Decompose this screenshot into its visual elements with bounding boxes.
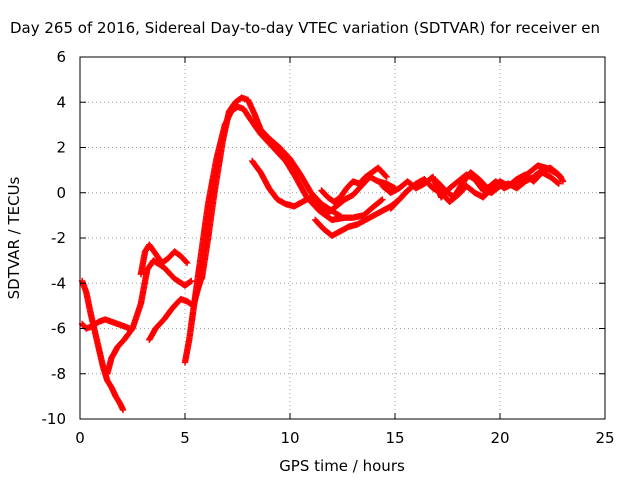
data-point: [557, 173, 565, 181]
series-track-b: [78, 316, 133, 332]
data-point: [555, 180, 562, 187]
x-tick-label: 0: [75, 429, 85, 447]
y-tick-label: -8: [51, 365, 66, 383]
y-tick-label: -6: [51, 320, 66, 338]
data-point: [383, 173, 390, 181]
x-tick-labels: 0 5 10 15 20 25: [75, 429, 614, 447]
series-track-m: [433, 162, 565, 201]
data-point: [183, 259, 191, 267]
y-tick-labels: -10 -8 -6 -4 -2 0 2 4 6: [42, 48, 67, 428]
series-track-k: [379, 164, 567, 201]
data-point: [382, 172, 389, 180]
grid: [80, 57, 605, 419]
series-track-l: [387, 169, 562, 212]
x-tick-label: 15: [385, 429, 404, 447]
series-track-j: [318, 164, 390, 205]
x-axis-label: GPS time / hours: [279, 457, 405, 475]
series-track-a: [78, 277, 127, 414]
y-axis-label: SDTVAR / TECUs: [5, 176, 23, 299]
y-tick-label: -2: [51, 229, 66, 247]
y-tick-label: -10: [42, 410, 67, 428]
series-track-c: [104, 257, 195, 377]
x-tick-label: 25: [595, 429, 614, 447]
series-track-h: [249, 157, 399, 217]
y-tick-label: 6: [56, 48, 66, 66]
series-track-d: [137, 241, 191, 278]
data-point: [119, 406, 127, 414]
data-point: [378, 197, 385, 204]
data-point: [554, 179, 561, 187]
x-tick-label: 20: [490, 429, 509, 447]
data-point: [188, 277, 195, 285]
y-tick-label: 4: [56, 93, 66, 111]
data-point: [379, 196, 386, 203]
x-tick-label: 5: [180, 429, 190, 447]
series-track-g: [198, 94, 386, 282]
plot-frame: [79, 56, 606, 420]
y-tick-label: -4: [51, 274, 66, 292]
y-tick-label: 2: [56, 139, 66, 157]
data-point: [559, 178, 567, 185]
data-points: [78, 94, 567, 414]
data-point: [187, 278, 194, 285]
chart-title: Day 265 of 2016, Sidereal Day-to-day VTE…: [10, 19, 600, 37]
y-tick-label: 0: [56, 184, 66, 202]
axis-ticks: [79, 56, 606, 420]
data-point: [556, 172, 564, 180]
x-tick-label: 10: [280, 429, 299, 447]
data-point: [183, 258, 190, 266]
